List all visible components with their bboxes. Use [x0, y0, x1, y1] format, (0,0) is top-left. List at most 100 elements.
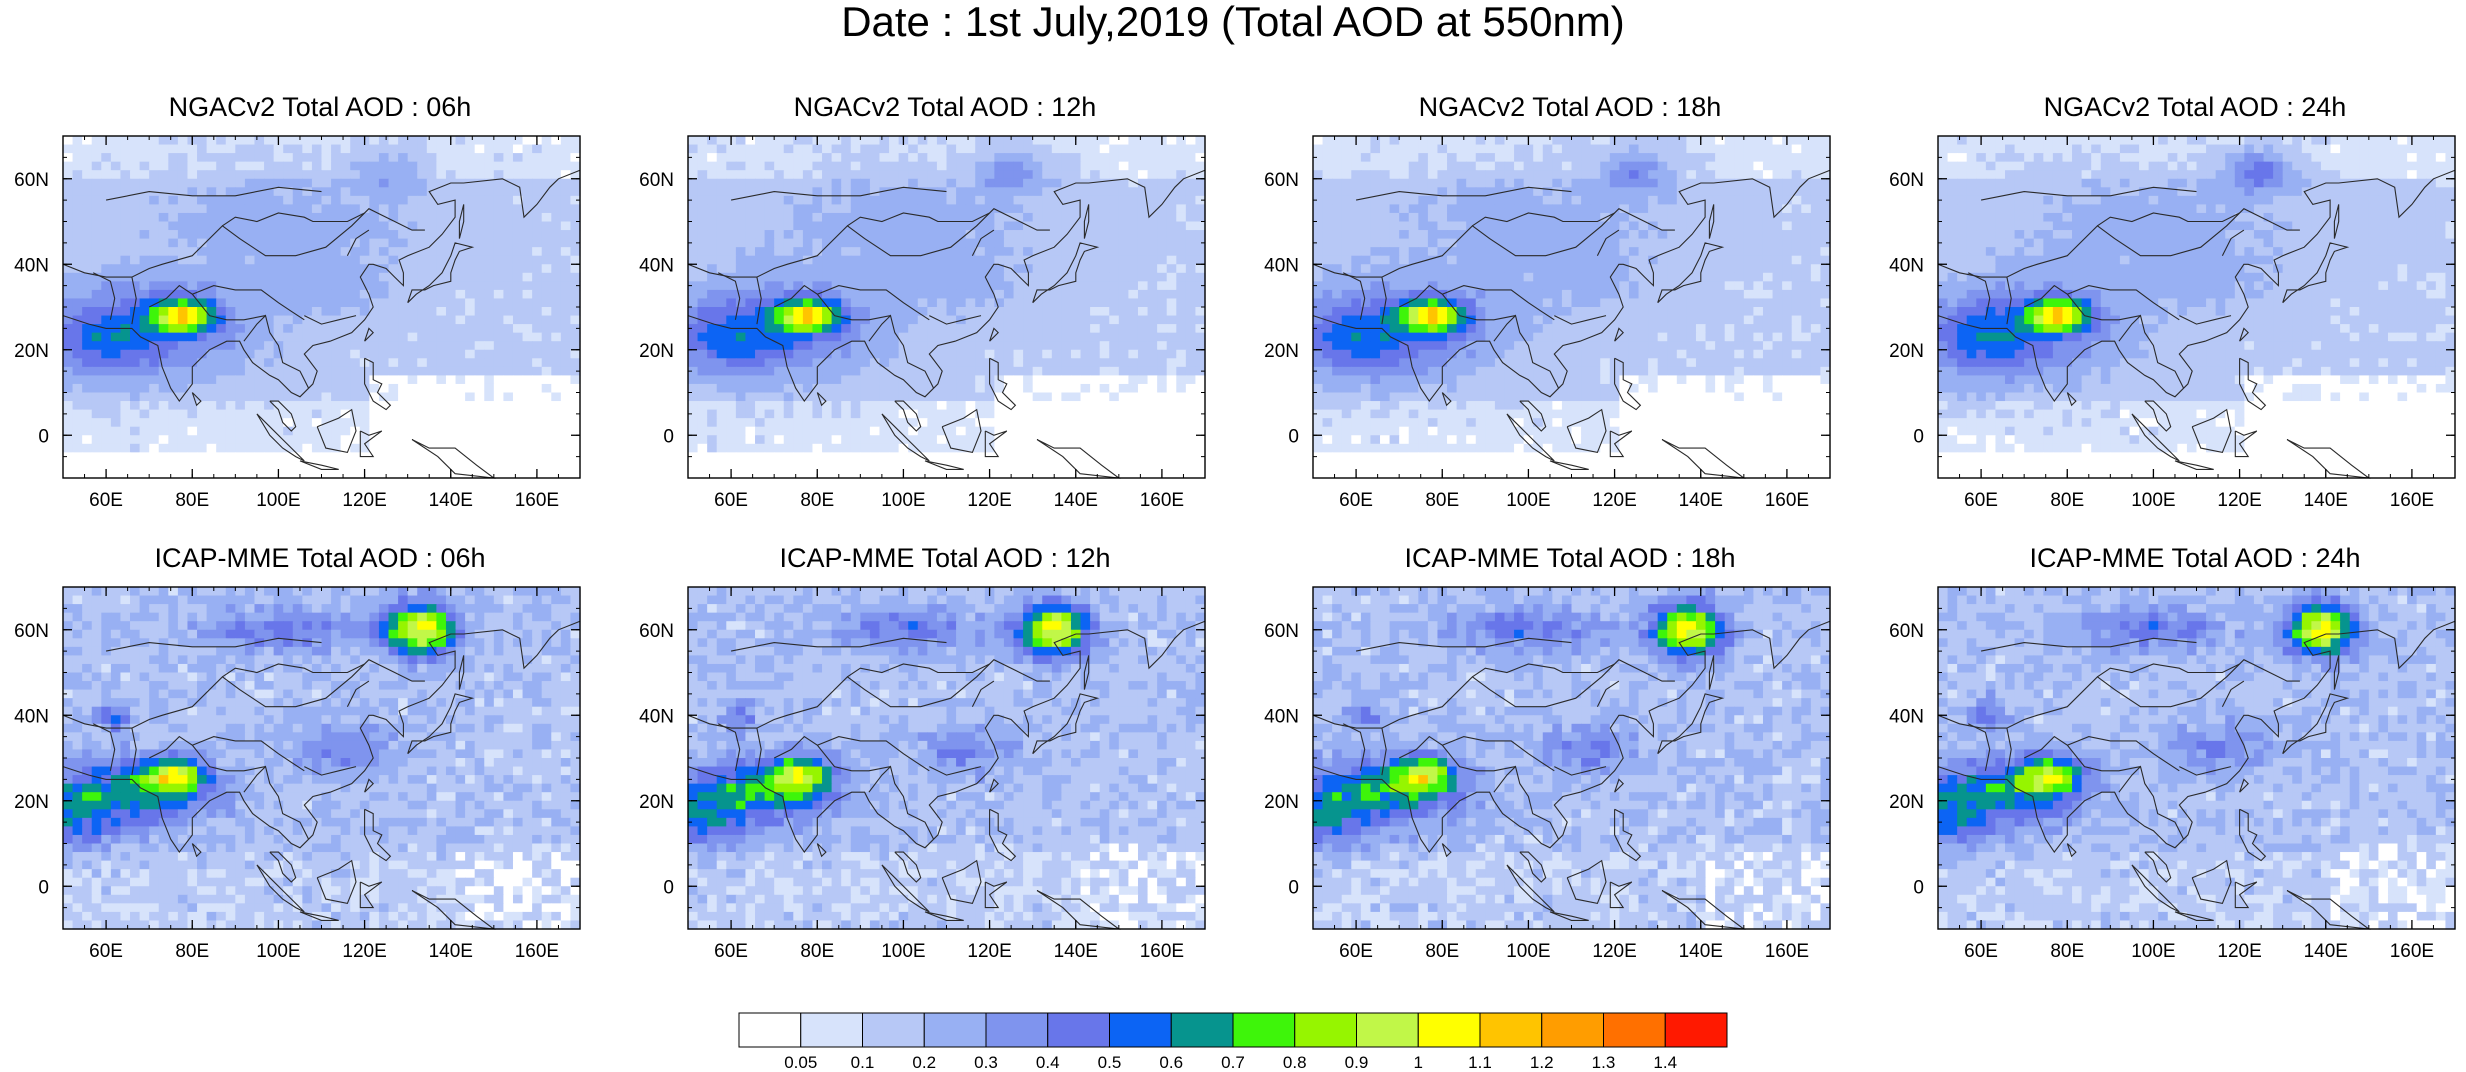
aod-cell — [542, 204, 552, 213]
aod-cell — [264, 196, 274, 205]
aod-cell — [427, 401, 437, 410]
aod-cell — [503, 145, 513, 154]
aod-cell — [408, 469, 418, 478]
aod-cell — [994, 367, 1004, 376]
aod-cell — [784, 418, 794, 427]
aod-cell — [1033, 196, 1043, 205]
aod-cell — [698, 452, 708, 461]
aod-cell — [140, 162, 150, 171]
aod-cell — [1090, 427, 1100, 436]
aod-cell — [1148, 418, 1158, 427]
aod-cell — [994, 170, 1004, 179]
aod-cell — [832, 393, 842, 402]
aod-cell — [235, 358, 245, 367]
aod-cell — [870, 341, 880, 350]
aod-cell — [120, 444, 130, 453]
aod-cell — [523, 204, 533, 213]
aod-cell — [1157, 375, 1167, 384]
aod-cell — [216, 410, 226, 419]
aod-cell — [860, 247, 870, 256]
aod-cell — [1023, 418, 1033, 427]
aod-cell — [1186, 444, 1196, 453]
aod-cell — [765, 469, 775, 478]
aod-cell — [1591, 170, 1601, 179]
aod-cell — [1600, 136, 1610, 145]
aod-cell — [254, 298, 264, 307]
aod-cell — [1014, 410, 1024, 419]
aod-cell — [389, 358, 399, 367]
aod-cell — [937, 469, 947, 478]
aod-cell — [1380, 145, 1390, 154]
aod-cell — [908, 401, 918, 410]
aod-cell — [436, 410, 446, 419]
aod-cell — [369, 341, 379, 350]
aod-cell — [803, 324, 813, 333]
aod-cell — [1176, 341, 1186, 350]
aod-cell — [159, 239, 169, 248]
aod-cell — [1457, 187, 1467, 196]
aod-cell — [1591, 179, 1601, 188]
aod-cell — [1100, 452, 1110, 461]
aod-cell — [860, 162, 870, 171]
aod-cell — [994, 333, 1004, 342]
aod-cell — [408, 256, 418, 265]
aod-cell — [908, 350, 918, 359]
aod-cell — [1109, 187, 1119, 196]
aod-cell — [216, 230, 226, 239]
aod-cell — [73, 461, 83, 470]
aod-cell — [765, 204, 775, 213]
aod-cell — [168, 333, 178, 342]
aod-cell — [1157, 341, 1167, 350]
aod-cell — [120, 461, 130, 470]
aod-cell — [235, 375, 245, 384]
aod-cell — [551, 410, 561, 419]
aod-cell — [283, 469, 293, 478]
aod-cell — [832, 153, 842, 162]
aod-cell — [264, 290, 274, 299]
aod-cell — [1591, 153, 1601, 162]
aod-cell — [1485, 179, 1495, 188]
aod-cell — [82, 290, 92, 299]
aod-cell — [274, 153, 284, 162]
aod-cell — [207, 136, 217, 145]
aod-cell — [494, 324, 504, 333]
aod-cell — [379, 333, 389, 342]
aod-cell — [918, 281, 928, 290]
aod-cell — [1157, 273, 1167, 282]
aod-cell — [274, 384, 284, 393]
aod-cell — [832, 179, 842, 188]
aod-cell — [216, 324, 226, 333]
aod-cell — [784, 222, 794, 231]
aod-cell — [245, 452, 255, 461]
aod-cell — [956, 145, 966, 154]
aod-cell — [822, 461, 832, 470]
aod-cell — [484, 264, 494, 273]
aod-cell — [975, 170, 985, 179]
aod-cell — [1071, 341, 1081, 350]
aod-cell — [1706, 145, 1716, 154]
aod-cell — [331, 298, 341, 307]
aod-cell — [398, 333, 408, 342]
aod-cell — [140, 273, 150, 282]
aod-cell — [1562, 170, 1572, 179]
aod-cell — [63, 469, 73, 478]
aod-cell — [774, 307, 784, 316]
aod-cell — [101, 393, 111, 402]
aod-cell — [341, 290, 351, 299]
aod-cell — [1148, 239, 1158, 248]
aod-cell — [331, 341, 341, 350]
aod-cell — [140, 350, 150, 359]
aod-cell — [542, 333, 552, 342]
aod-cell — [542, 384, 552, 393]
aod-cell — [851, 384, 861, 393]
aod-cell — [417, 324, 427, 333]
aod-cell — [736, 469, 746, 478]
aod-cell — [1195, 179, 1205, 188]
aod-cell — [1014, 333, 1024, 342]
aod-cell — [484, 290, 494, 299]
aod-cell — [197, 401, 207, 410]
aod-cell — [755, 358, 765, 367]
aod-cell — [542, 435, 552, 444]
aod-cell — [149, 375, 159, 384]
aod-cell — [1061, 162, 1071, 171]
